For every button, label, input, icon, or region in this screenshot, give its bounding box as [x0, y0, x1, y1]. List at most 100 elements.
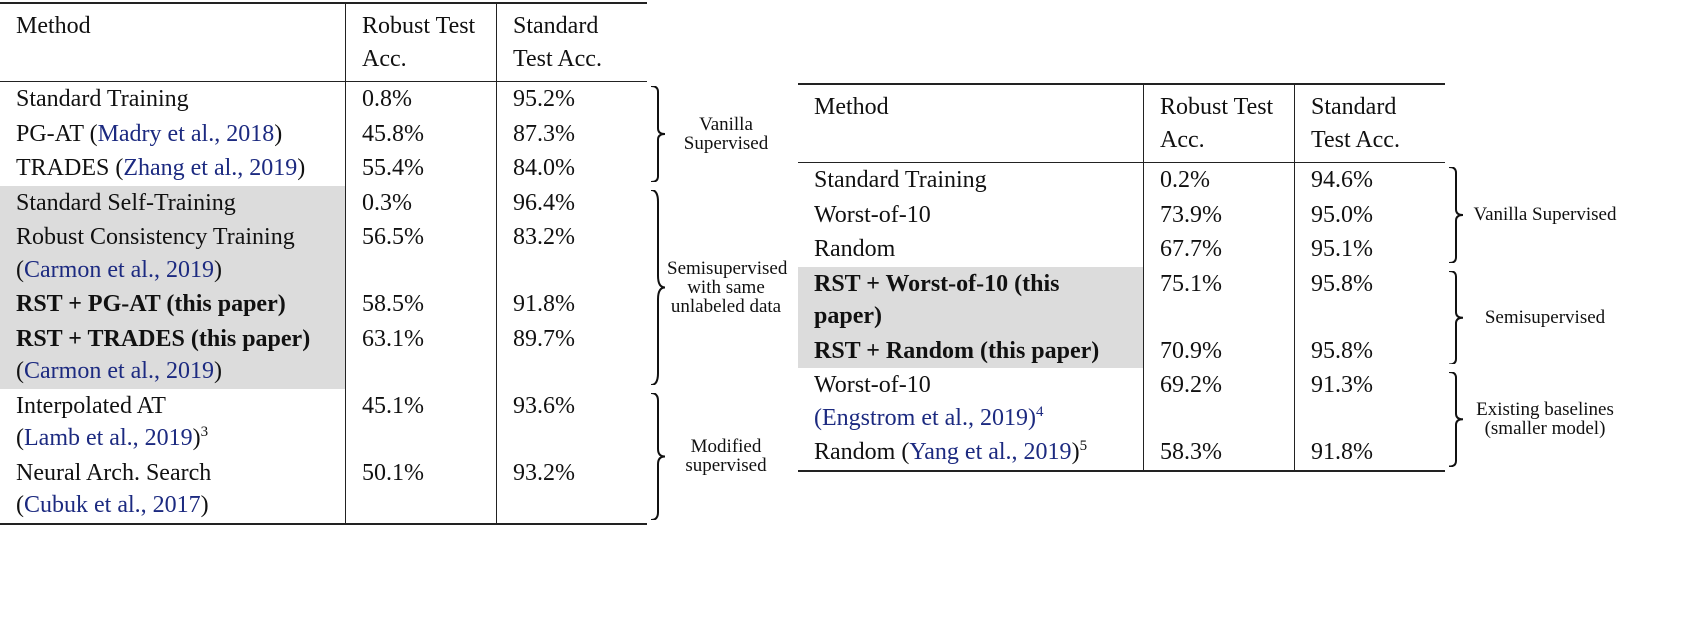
standard-acc: 87.3%	[496, 116, 647, 151]
group-label: Semisupervised	[1484, 306, 1606, 328]
method-text: Standard Training	[16, 86, 189, 112]
method-cell: RST + Random (this paper)	[798, 333, 1144, 368]
standard-acc: 83.2%	[496, 220, 647, 287]
standard-acc: 89.7%	[496, 321, 647, 389]
row: Worst-of-10 73.9% 95.0%	[798, 197, 1625, 233]
robust-acc: 55.4%	[345, 151, 497, 186]
robust-acc: 63.1%	[345, 321, 497, 389]
brace	[1447, 167, 1465, 263]
method-text: )	[213, 256, 222, 283]
citation: (	[814, 404, 822, 431]
robust-acc: 69.2%	[1143, 368, 1295, 435]
citation: Cubuk et al., 2017	[24, 492, 201, 518]
row: Neural Arch. Search (Cubuk et al., 2017) 5…	[0, 455, 785, 525]
method-text: RST + Worst-of-10 (this paper)	[814, 270, 1060, 330]
standard-acc: 95.8%	[1294, 266, 1445, 334]
header-cell: Robust Test Acc.	[345, 2, 497, 82]
method-cell: Standard Self-Training	[0, 185, 346, 220]
standard-acc: 84.0%	[496, 151, 647, 186]
robust-acc: 0.2%	[1143, 162, 1295, 198]
standard-acc: 91.8%	[1294, 435, 1445, 472]
method-text: PG-AT (	[16, 120, 98, 147]
method-cell: RST + Worst-of-10 (this paper)	[798, 266, 1144, 334]
method-cell: Standard Training	[798, 163, 1144, 198]
method-text: Worst-of-10	[814, 372, 931, 398]
standard-acc: 96.4%	[496, 185, 647, 220]
row: Random 67.7% 95.1%	[798, 232, 1625, 267]
method-cell: Random	[798, 232, 1144, 267]
robust-acc: 0.3%	[345, 185, 497, 220]
group-label: Existing baselines (smaller model)	[1476, 399, 1614, 440]
method-text: Standard Self-Training	[16, 189, 236, 216]
method-text: (	[16, 425, 24, 451]
standard-acc: 91.8%	[496, 287, 647, 322]
method-cell: Standard Training	[0, 82, 346, 117]
robust-acc: 56.5%	[345, 220, 497, 287]
row: Interpolated AT (Lamb et al., 2019)3 45.1%…	[0, 388, 785, 456]
row: Standard Training 0.8% 95.2% Vanilla Superv…	[0, 81, 785, 117]
method-text: Neural Arch. Search	[16, 459, 212, 486]
row: Standard Training 0.2% 94.6% Vanilla Superv…	[798, 162, 1625, 198]
method-cell: Interpolated AT (Lamb et al., 2019)3	[0, 389, 346, 456]
group-label: Semisupervised with same unlabeled data	[667, 257, 788, 317]
method-text: Random	[814, 236, 896, 262]
brace	[1447, 271, 1465, 365]
group-label: Modified supervised	[685, 436, 767, 476]
method-text: )	[297, 155, 306, 181]
method-cell: PG-AT (Madry et al., 2018)	[0, 117, 346, 152]
header-cell: Method	[0, 2, 346, 82]
standard-acc: 93.6%	[496, 388, 647, 456]
robust-acc: 50.1%	[345, 455, 497, 525]
header-cell: Robust Test Acc.	[1143, 83, 1295, 163]
standard-acc: 91.3%	[1294, 368, 1445, 435]
method-text: Random (	[814, 439, 910, 465]
robust-acc: 45.8%	[345, 116, 497, 151]
method-cell: Worst-of-10 (Engstrom et al., 2019)4	[798, 368, 1144, 435]
robust-acc: 0.8%	[345, 81, 497, 117]
citation: Lamb et al., 2019	[24, 425, 193, 451]
group-brace: Existing baselines (smaller model)	[1445, 368, 1625, 471]
citation: Zhang et al., 2019	[123, 155, 298, 181]
citation: Carmon et al., 2019	[24, 256, 214, 283]
results-table: Method Robust Test Acc. Standard Test Acc.…	[0, 2, 788, 525]
method-cell: Worst-of-10	[798, 198, 1144, 233]
group-label: Vanilla Supervised	[683, 113, 769, 154]
method-text: )	[213, 358, 222, 384]
citation: 4	[1035, 403, 1044, 420]
row: Robust Consistency Training (Carmon et al…	[0, 220, 785, 287]
row: TRADES (Zhang et al., 2019) 55.4% 84.0%	[0, 151, 785, 186]
method-text: )	[192, 425, 201, 451]
method-text: (	[16, 492, 24, 518]
row: RST + PG-AT (this paper) 58.5% 91.8%	[0, 287, 785, 322]
brace	[649, 393, 667, 520]
method-text: (	[16, 256, 24, 283]
method-cell: Neural Arch. Search (Cubuk et al., 2017)	[0, 455, 346, 525]
citation: Madry et al., 2018	[97, 120, 275, 147]
robust-acc: 75.1%	[1143, 266, 1295, 334]
method-cell: RST + PG-AT (this paper)	[0, 287, 346, 322]
group-brace: Modified supervised	[647, 389, 785, 524]
standard-acc: 95.0%	[1294, 197, 1445, 232]
row: RST + Worst-of-10 (this paper) 75.1% 95.8%…	[798, 266, 1625, 334]
citation: Engstrom et al., 2019)	[822, 404, 1036, 431]
brace-header	[1445, 84, 1625, 163]
robust-acc: 45.1%	[345, 388, 497, 456]
standard-acc: 95.1%	[1294, 232, 1445, 267]
method-text: RST + PG-AT (this paper)	[16, 291, 286, 317]
method-text: TRADES (	[16, 155, 124, 181]
brace-header	[647, 3, 785, 82]
method-text: Robust Consistency Training	[16, 224, 295, 250]
standard-acc: 94.6%	[1294, 162, 1445, 198]
results-table: Method Robust Test Acc. Standard Test Acc.…	[798, 83, 1625, 472]
header-cell: Standard Test Acc.	[1294, 83, 1445, 163]
citation: Yang et al., 2019	[909, 439, 1072, 465]
method-text: )	[1071, 439, 1080, 465]
method-text: (	[16, 358, 24, 384]
row: Worst-of-10 (Engstrom et al., 2019)4 69.2%…	[798, 368, 1625, 435]
robust-acc: 58.5%	[345, 287, 497, 322]
method-text: )	[274, 120, 283, 147]
robust-acc: 58.3%	[1143, 435, 1295, 472]
method-text: 3	[200, 424, 209, 440]
group-brace: Semisupervised	[1445, 267, 1625, 369]
